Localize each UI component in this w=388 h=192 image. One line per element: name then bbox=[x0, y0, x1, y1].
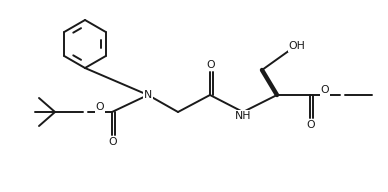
Text: O: O bbox=[96, 102, 104, 112]
Text: NH: NH bbox=[235, 111, 251, 121]
Text: OH: OH bbox=[289, 41, 305, 51]
Text: O: O bbox=[207, 60, 215, 70]
Text: O: O bbox=[321, 85, 329, 95]
Text: O: O bbox=[109, 137, 117, 147]
Text: O: O bbox=[307, 120, 315, 130]
Text: N: N bbox=[144, 90, 152, 100]
